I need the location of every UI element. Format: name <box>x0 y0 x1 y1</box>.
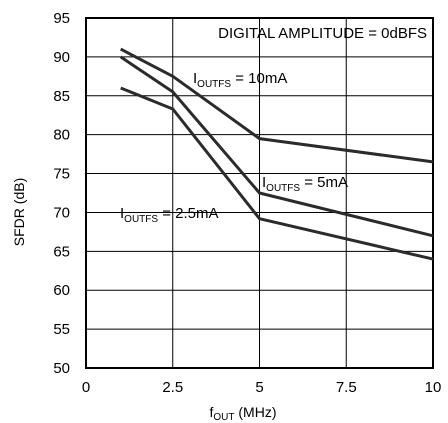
series-label-10ma-suffix: = 10mA <box>231 70 287 87</box>
x-axis-label-sub: OUT <box>213 412 234 423</box>
x-axis-label-unit: (MHz) <box>235 404 277 420</box>
series-label-5ma-suffix: = 5mA <box>300 174 348 191</box>
plot-frame <box>85 17 434 369</box>
y-tick-label: 50 <box>53 360 70 377</box>
y-axis-label: SFDR (dB) <box>11 178 27 246</box>
y-tick-label: 90 <box>53 49 70 66</box>
series-label-5ma-main: I <box>262 174 266 191</box>
y-tick-label: 70 <box>53 204 70 221</box>
series-lines <box>119 47 434 261</box>
x-tick-label: 0 <box>82 379 90 396</box>
series-label-2-5ma-suffix: = 2.5mA <box>158 205 218 222</box>
series-label-2-5ma-sub: OUTFS <box>124 214 158 225</box>
x-tick-label: 10 <box>425 379 442 396</box>
series-label-2-5ma: IOUTFS = 2.5mA <box>120 205 219 225</box>
y-tick-label: 60 <box>53 282 70 299</box>
y-tick-label: 80 <box>53 127 70 144</box>
x-tick-label: 5 <box>255 379 263 396</box>
series-label-10ma-sub: OUTFS <box>197 79 231 90</box>
series-label-10ma: IOUTFS = 10mA <box>193 70 287 90</box>
x-tick-label: 7.5 <box>336 379 357 396</box>
x-tick-labels: 0 2.5 5 7.5 10 <box>82 379 442 396</box>
series-label-5ma-sub: OUTFS <box>266 183 300 194</box>
series-line-2-5ma <box>120 86 434 261</box>
y-tick-label: 65 <box>53 243 70 260</box>
y-tick-label: 95 <box>53 10 70 27</box>
x-tick-label: 2.5 <box>162 379 183 396</box>
x-axis-label: fOUT (MHz) <box>210 404 277 423</box>
annotation-digital-amplitude: DIGITAL AMPLITUDE = 0dBFS <box>218 25 427 42</box>
y-tick-label: 75 <box>53 166 70 183</box>
series-line-5ma <box>119 55 434 238</box>
series-label-2-5ma-main: I <box>120 205 124 222</box>
x-axis-label-main: f <box>210 404 214 420</box>
y-tick-labels: 95 90 85 80 75 70 65 60 55 50 <box>53 10 70 377</box>
series-label-10ma-main: I <box>193 70 197 87</box>
y-tick-label: 55 <box>53 321 70 338</box>
series-label-5ma: IOUTFS = 5mA <box>262 174 348 194</box>
series-line-10ma <box>120 47 434 164</box>
y-tick-label: 85 <box>53 88 70 105</box>
